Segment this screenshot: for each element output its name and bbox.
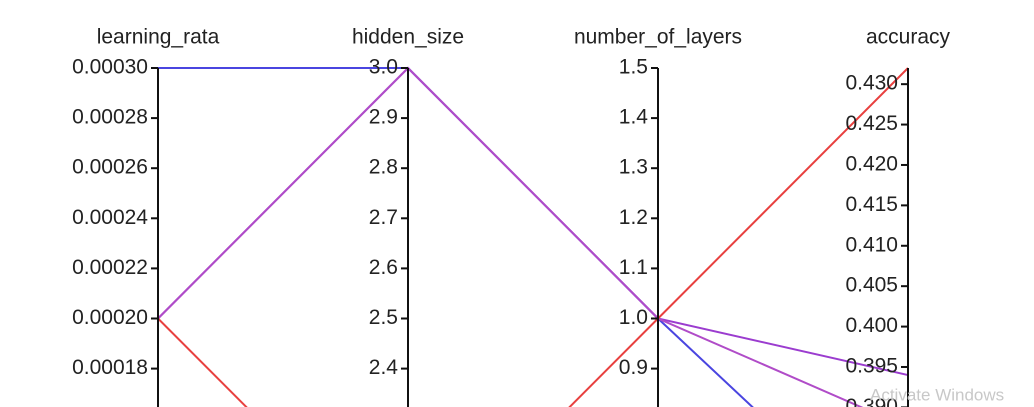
tick-label: 1.1 [619,256,648,279]
tick-label: 2.6 [369,256,398,279]
tick-label: 2.7 [369,206,398,229]
tick-label: 0.415 [845,193,898,216]
tick-label: 0.00018 [72,356,148,379]
tick-label: 2.8 [369,156,398,179]
axis-title: accuracy [866,26,951,49]
axis-title: number_of_layers [574,26,742,49]
tick-label: 0.410 [845,233,898,256]
tick-label: 0.9 [619,356,648,379]
tick-label: 0.00026 [72,156,148,179]
tick-label: 0.00020 [72,306,148,329]
tick-label: 1.2 [619,206,648,229]
series-line [157,66,909,377]
axis-title: hidden_size [352,26,464,49]
axis-title: learning_rata [97,26,220,49]
tick-label: 0.430 [845,72,898,95]
tick-label: 1.3 [619,156,648,179]
tick-label: 0.395 [845,355,898,378]
tick-label: 0.00022 [72,256,148,279]
series-line [157,66,864,407]
series-line [158,67,754,407]
tick-label: 3.0 [369,56,398,79]
tick-label: 0.00028 [72,106,148,129]
tick-label: 0.420 [845,153,898,176]
tick-label: 0.405 [845,274,898,297]
tick-label: 2.5 [369,306,398,329]
tick-label: 2.4 [369,356,399,379]
series-line [157,67,909,407]
watermark: Activate Windows [870,385,1004,404]
tick-label: 0.425 [845,112,898,135]
tick-label: 0.390 [845,395,898,407]
tick-label: 0.400 [845,314,898,337]
tick-label: 1.5 [619,56,648,79]
tick-label: 0.00024 [72,206,148,229]
tick-label: 2.9 [369,106,398,129]
tick-label: 1.4 [619,106,649,129]
tick-label: 0.00030 [72,56,148,79]
tick-label: 1.0 [619,306,648,329]
